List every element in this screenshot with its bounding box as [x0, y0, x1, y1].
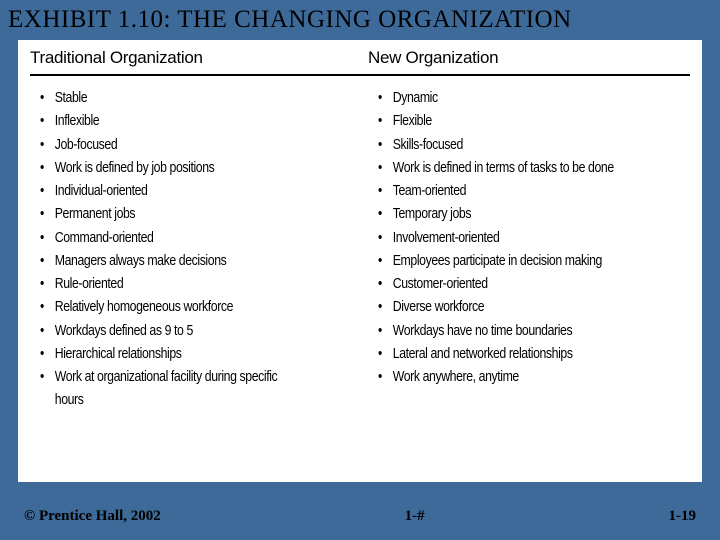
- list-item: Skills-focused: [378, 133, 634, 156]
- list-new-wrap: DynamicFlexibleSkills-focusedWork is def…: [360, 86, 690, 412]
- pager-right: 1-19: [669, 508, 697, 525]
- list-item: Work anywhere, anytime: [378, 365, 634, 388]
- pager-mid: 1-#: [405, 508, 425, 525]
- content-panel: Traditional Organization New Organizatio…: [18, 40, 702, 482]
- list-item: Work at organizational facility during s…: [40, 365, 296, 412]
- title-bar: EXHIBIT 1.10: THE CHANGING ORGANIZATION: [0, 0, 720, 40]
- list-item: Customer-oriented: [378, 272, 634, 295]
- list-item: Inflexible: [40, 109, 296, 132]
- copyright-text: © Prentice Hall, 2002: [24, 508, 161, 525]
- list-item: Flexible: [378, 109, 634, 132]
- heading-new: New Organization: [368, 48, 690, 68]
- list-item: Workdays have no time boundaries: [378, 319, 634, 342]
- list-item: Temporary jobs: [378, 202, 634, 225]
- footer: © Prentice Hall, 2002 1-# 1-19: [0, 492, 720, 540]
- slide-title: EXHIBIT 1.10: THE CHANGING ORGANIZATION: [8, 6, 712, 34]
- list-item: Permanent jobs: [40, 202, 296, 225]
- list-new: DynamicFlexibleSkills-focusedWork is def…: [368, 86, 690, 388]
- list-item: Hierarchical relationships: [40, 342, 296, 365]
- list-item: Workdays defined as 9 to 5: [40, 319, 296, 342]
- list-item: Work is defined in terms of tasks to be …: [378, 156, 634, 179]
- list-item: Relatively homogeneous workforce: [40, 295, 296, 318]
- column-traditional: Traditional Organization: [30, 48, 360, 74]
- list-item: Employees participate in decision making: [378, 249, 634, 272]
- list-traditional-wrap: StableInflexibleJob-focusedWork is defin…: [30, 86, 360, 412]
- list-item: Individual-oriented: [40, 179, 296, 202]
- column-new: New Organization: [360, 48, 690, 74]
- list-item: Team-oriented: [378, 179, 634, 202]
- list-item: Work is defined by job positions: [40, 156, 296, 179]
- heading-traditional: Traditional Organization: [30, 48, 352, 68]
- columns-wrapper: Traditional Organization New Organizatio…: [30, 48, 690, 74]
- list-traditional: StableInflexibleJob-focusedWork is defin…: [30, 86, 352, 412]
- list-item: Command-oriented: [40, 226, 296, 249]
- list-item: Diverse workforce: [378, 295, 634, 318]
- divider-rule: [30, 74, 690, 76]
- list-item: Involvement-oriented: [378, 226, 634, 249]
- list-item: Job-focused: [40, 133, 296, 156]
- columns-lists: StableInflexibleJob-focusedWork is defin…: [30, 86, 690, 412]
- list-item: Rule-oriented: [40, 272, 296, 295]
- list-item: Managers always make decisions: [40, 249, 296, 272]
- list-item: Stable: [40, 86, 296, 109]
- list-item: Lateral and networked relationships: [378, 342, 634, 365]
- list-item: Dynamic: [378, 86, 634, 109]
